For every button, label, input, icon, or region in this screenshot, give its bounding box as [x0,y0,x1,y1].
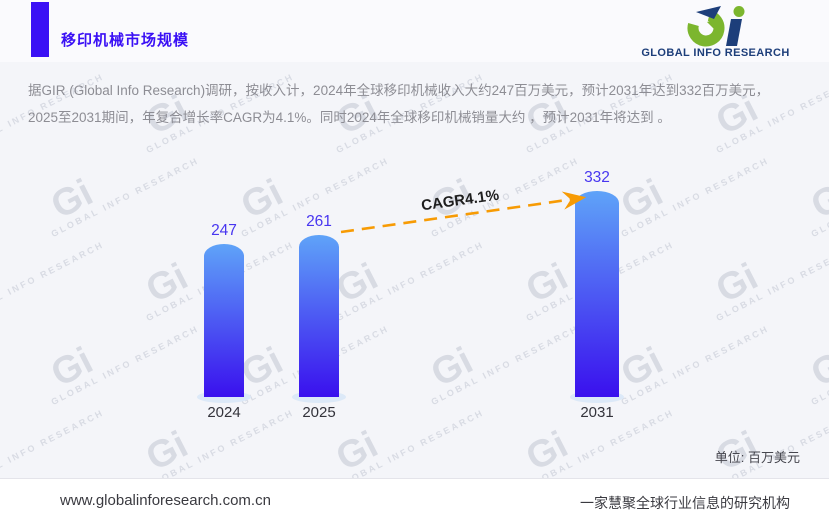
title-accent-bar [31,2,49,57]
page-title: 移印机械市场规模 [61,32,190,49]
footer: www.globalinforesearch.com.cn 一家慧聚全球行业信息… [0,478,829,522]
footer-website: www.globalinforesearch.com.cn [60,492,271,509]
header: 移印机械市场规模 GLOBAL INFO RESEARCH [0,0,829,62]
bar-2025 [299,235,339,397]
gi-logo-icon [687,6,744,47]
bar-category-label: 2031 [580,404,614,421]
bar-value-label: 261 [306,213,332,230]
bar-2024 [204,244,244,397]
unit-label: 单位: 百万美元 [714,450,800,465]
logo-caption: GLOBAL INFO RESEARCH [641,47,790,59]
company-logo: GLOBAL INFO RESEARCH [628,5,803,59]
bar-category-label: 2024 [207,404,241,421]
intro-line-2: 2025至2031期间，年复合增长率CAGR为4.1%。同时2024年全球移印机… [28,110,671,125]
bar-value-label: 332 [584,169,610,186]
intro-paragraph: 据GIR (Global Info Research)调研，按收入计，2024年… [28,77,818,131]
bar-value-label: 247 [211,222,237,239]
bar-2031 [575,191,619,397]
bar-category-label: 2025 [302,404,336,421]
footer-slogan: 一家慧聚全球行业信息的研究机构 [580,495,790,511]
intro-line-1: 据GIR (Global Info Research)调研，按收入计，2024年… [28,83,770,98]
